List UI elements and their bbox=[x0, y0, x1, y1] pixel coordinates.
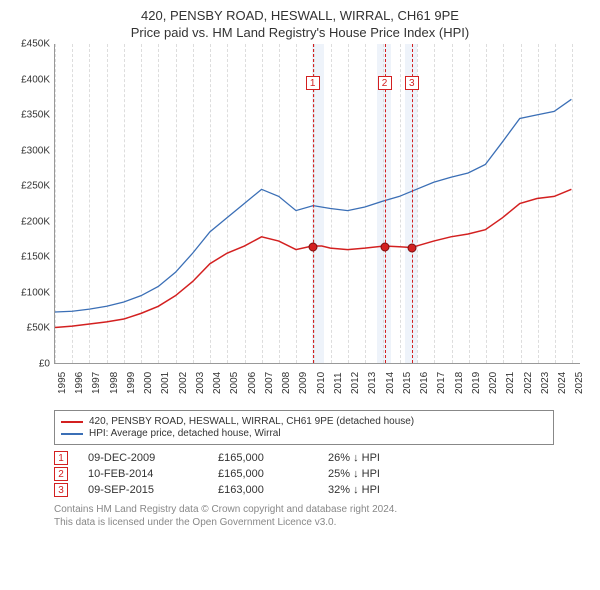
footer-line-2: This data is licensed under the Open Gov… bbox=[54, 516, 564, 529]
x-tick-label: 2025 bbox=[574, 372, 585, 394]
x-tick-label: 2000 bbox=[143, 372, 154, 394]
y-tick-label: £200K bbox=[21, 216, 50, 227]
x-tick-label: 2022 bbox=[523, 372, 534, 394]
footer: Contains HM Land Registry data © Crown c… bbox=[54, 503, 564, 529]
transaction-date: 09-SEP-2015 bbox=[88, 484, 218, 496]
x-tick-label: 2023 bbox=[540, 372, 551, 394]
y-tick-label: £400K bbox=[21, 74, 50, 85]
y-tick-label: £350K bbox=[21, 110, 50, 121]
transaction-marker-line bbox=[412, 44, 413, 363]
x-tick-label: 2006 bbox=[247, 372, 258, 394]
x-tick-label: 2013 bbox=[367, 372, 378, 394]
legend-item: 420, PENSBY ROAD, HESWALL, WIRRAL, CH61 … bbox=[61, 416, 547, 427]
x-tick-label: 2007 bbox=[264, 372, 275, 394]
transaction-marker-badge: 2 bbox=[378, 76, 392, 90]
x-tick-label: 2001 bbox=[160, 372, 171, 394]
x-tick-label: 1999 bbox=[126, 372, 137, 394]
transaction-delta: 32% ↓ HPI bbox=[328, 484, 554, 496]
x-tick-label: 2009 bbox=[298, 372, 309, 394]
transaction-marker-line bbox=[385, 44, 386, 363]
y-tick-label: £450K bbox=[21, 39, 50, 50]
transaction-price: £165,000 bbox=[218, 468, 328, 480]
transaction-marker-dot bbox=[407, 244, 416, 253]
transaction-delta: 26% ↓ HPI bbox=[328, 452, 554, 464]
x-tick-label: 2008 bbox=[281, 372, 292, 394]
y-tick-label: £100K bbox=[21, 287, 50, 298]
transaction-row-badge: 1 bbox=[54, 451, 68, 465]
x-tick-label: 2021 bbox=[505, 372, 516, 394]
transaction-price: £163,000 bbox=[218, 484, 328, 496]
transaction-table: 1 09-DEC-2009£165,00026% ↓ HPI 2 10-FEB-201… bbox=[54, 451, 554, 497]
plot-area: 1 23 bbox=[54, 44, 580, 364]
x-tick-label: 2018 bbox=[454, 372, 465, 394]
y-tick-label: £50K bbox=[27, 323, 50, 334]
x-tick-label: 2024 bbox=[557, 372, 568, 394]
y-tick-label: £0 bbox=[39, 359, 50, 370]
transaction-date: 09-DEC-2009 bbox=[88, 452, 218, 464]
x-tick-label: 2016 bbox=[419, 372, 430, 394]
x-tick-label: 2003 bbox=[195, 372, 206, 394]
transaction-marker-dot bbox=[380, 242, 389, 251]
series-svg bbox=[55, 44, 580, 363]
x-tick-label: 2002 bbox=[178, 372, 189, 394]
x-tick-label: 2010 bbox=[316, 372, 327, 394]
x-tick-label: 1996 bbox=[74, 372, 85, 394]
title-line-2: Price paid vs. HM Land Registry's House … bbox=[10, 25, 590, 40]
transaction-price: £165,000 bbox=[218, 452, 328, 464]
legend-item: HPI: Average price, detached house, Wirr… bbox=[61, 428, 547, 439]
legend-swatch bbox=[61, 433, 83, 435]
x-tick-label: 2015 bbox=[402, 372, 413, 394]
x-tick-label: 2019 bbox=[471, 372, 482, 394]
legend-label: 420, PENSBY ROAD, HESWALL, WIRRAL, CH61 … bbox=[89, 416, 414, 427]
transaction-marker-dot bbox=[308, 242, 317, 251]
y-tick-label: £300K bbox=[21, 145, 50, 156]
x-tick-label: 1995 bbox=[57, 372, 68, 394]
legend: 420, PENSBY ROAD, HESWALL, WIRRAL, CH61 … bbox=[54, 410, 554, 445]
x-tick-label: 2005 bbox=[229, 372, 240, 394]
x-tick-label: 2012 bbox=[350, 372, 361, 394]
transaction-row-badge: 2 bbox=[54, 467, 68, 481]
transaction-delta: 25% ↓ HPI bbox=[328, 468, 554, 480]
y-tick-label: £250K bbox=[21, 181, 50, 192]
transaction-row: 1 09-DEC-2009£165,00026% ↓ HPI bbox=[54, 451, 554, 465]
transaction-marker-badge: 3 bbox=[405, 76, 419, 90]
x-tick-label: 1998 bbox=[109, 372, 120, 394]
title-line-1: 420, PENSBY ROAD, HESWALL, WIRRAL, CH61 … bbox=[10, 8, 590, 23]
transaction-marker-line bbox=[313, 44, 314, 363]
title-block: 420, PENSBY ROAD, HESWALL, WIRRAL, CH61 … bbox=[0, 0, 600, 44]
x-tick-label: 1997 bbox=[91, 372, 102, 394]
chart-area: £0 £50K £100K £150K £200K £250K £300K £350K £400… bbox=[10, 44, 590, 404]
y-tick-label: £150K bbox=[21, 252, 50, 263]
chart-container: 420, PENSBY ROAD, HESWALL, WIRRAL, CH61 … bbox=[0, 0, 600, 529]
transaction-row: 2 10-FEB-2014£165,00025% ↓ HPI bbox=[54, 467, 554, 481]
x-tick-label: 2020 bbox=[488, 372, 499, 394]
transaction-row: 3 09-SEP-2015£163,00032% ↓ HPI bbox=[54, 483, 554, 497]
transaction-row-badge: 3 bbox=[54, 483, 68, 497]
y-axis: £0£50K£100K£150K£200K£250K£300K£350K£400… bbox=[10, 44, 54, 364]
transaction-marker-badge: 1 bbox=[306, 76, 320, 90]
x-tick-label: 2014 bbox=[385, 372, 396, 394]
x-tick-label: 2017 bbox=[436, 372, 447, 394]
footer-line-1: Contains HM Land Registry data © Crown c… bbox=[54, 503, 564, 516]
transaction-date: 10-FEB-2014 bbox=[88, 468, 218, 480]
x-axis: 1995 1996 1997 1998 1999 2000 2001 2002 2003 2004… bbox=[54, 364, 580, 404]
legend-swatch bbox=[61, 421, 83, 423]
x-tick-label: 2004 bbox=[212, 372, 223, 394]
x-tick-label: 2011 bbox=[333, 372, 344, 394]
legend-label: HPI: Average price, detached house, Wirr… bbox=[89, 428, 281, 439]
